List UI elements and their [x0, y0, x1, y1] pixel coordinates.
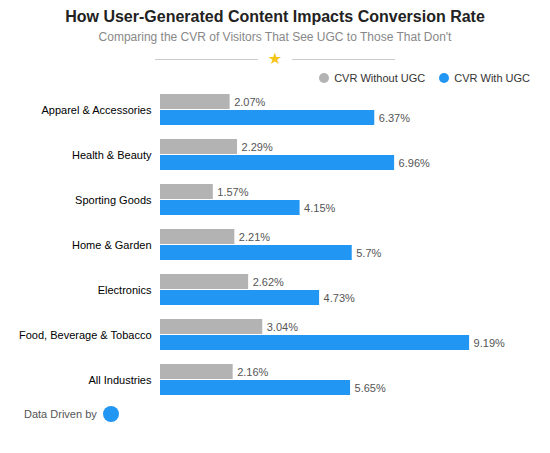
svg-text:Home & Garden: Home & Garden — [72, 239, 151, 251]
svg-text:2.16%: 2.16% — [237, 366, 268, 378]
svg-text:4.15%: 4.15% — [304, 202, 335, 214]
svg-text:3.04%: 3.04% — [267, 321, 298, 333]
svg-text:2.29%: 2.29% — [242, 141, 273, 153]
svg-text:6.37%: 6.37% — [379, 112, 410, 124]
svg-text:5.65%: 5.65% — [355, 382, 386, 394]
svg-text:6.96%: 6.96% — [399, 157, 430, 169]
html-text:CVR With UGC: CVR With UGC — [454, 72, 530, 84]
html-text:Data Driven by: Data Driven by — [24, 408, 97, 420]
svg-text:2.07%: 2.07% — [234, 96, 265, 108]
svg-text:All Industries: All Industries — [89, 374, 152, 386]
svg-text:Health & Beauty: Health & Beauty — [72, 149, 152, 161]
svg-text:4.73%: 4.73% — [324, 292, 355, 304]
svg-text:1.57%: 1.57% — [217, 186, 248, 198]
svg-text:9.19%: 9.19% — [474, 337, 505, 349]
svg-text:Food, Beverage & Tobacco: Food, Beverage & Tobacco — [19, 329, 152, 341]
svg-text:2.62%: 2.62% — [253, 276, 284, 288]
svg-text:Electronics: Electronics — [98, 284, 152, 296]
html-text:How User-Generated Content Imp: How User-Generated Content Impacts Conve… — [65, 8, 485, 25]
html-text:Comparing the CVR of Visitors: Comparing the CVR of Visitors That See U… — [98, 30, 452, 44]
svg-text:Sporting Goods: Sporting Goods — [75, 194, 152, 206]
svg-text:2.21%: 2.21% — [239, 231, 270, 243]
html-text:CVR Without UGC: CVR Without UGC — [334, 72, 426, 84]
svg-text:5.7%: 5.7% — [356, 247, 381, 259]
svg-text:Apparel & Accessories: Apparel & Accessories — [41, 104, 152, 116]
